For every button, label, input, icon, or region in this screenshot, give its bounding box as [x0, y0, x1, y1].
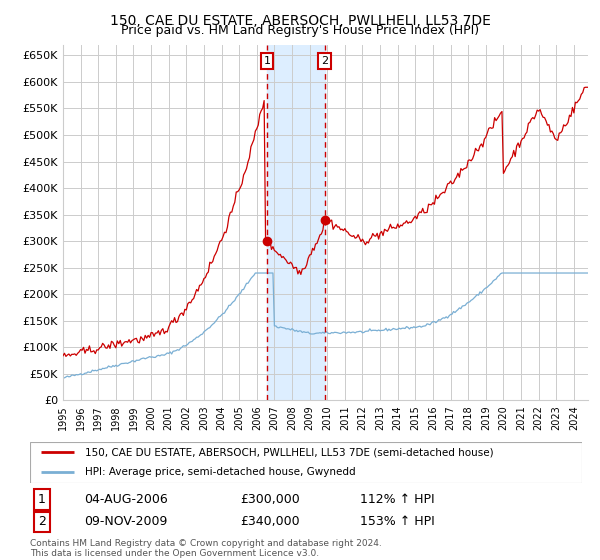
- Text: 1: 1: [263, 56, 271, 66]
- Text: 2: 2: [38, 515, 46, 529]
- Text: 09-NOV-2009: 09-NOV-2009: [84, 515, 167, 529]
- Text: 150, CAE DU ESTATE, ABERSOCH, PWLLHELI, LL53 7DE: 150, CAE DU ESTATE, ABERSOCH, PWLLHELI, …: [110, 14, 490, 28]
- Text: £340,000: £340,000: [240, 515, 299, 529]
- Text: HPI: Average price, semi-detached house, Gwynedd: HPI: Average price, semi-detached house,…: [85, 467, 356, 477]
- Text: 04-AUG-2006: 04-AUG-2006: [84, 493, 168, 506]
- Text: Contains HM Land Registry data © Crown copyright and database right 2024.
This d: Contains HM Land Registry data © Crown c…: [30, 539, 382, 558]
- Text: Price paid vs. HM Land Registry's House Price Index (HPI): Price paid vs. HM Land Registry's House …: [121, 24, 479, 36]
- Text: 2: 2: [321, 56, 328, 66]
- Text: 1: 1: [38, 493, 46, 506]
- Text: 112% ↑ HPI: 112% ↑ HPI: [360, 493, 434, 506]
- Text: 153% ↑ HPI: 153% ↑ HPI: [360, 515, 435, 529]
- Text: £300,000: £300,000: [240, 493, 300, 506]
- Bar: [267, 45, 325, 400]
- Text: 150, CAE DU ESTATE, ABERSOCH, PWLLHELI, LL53 7DE (semi-detached house): 150, CAE DU ESTATE, ABERSOCH, PWLLHELI, …: [85, 447, 494, 458]
